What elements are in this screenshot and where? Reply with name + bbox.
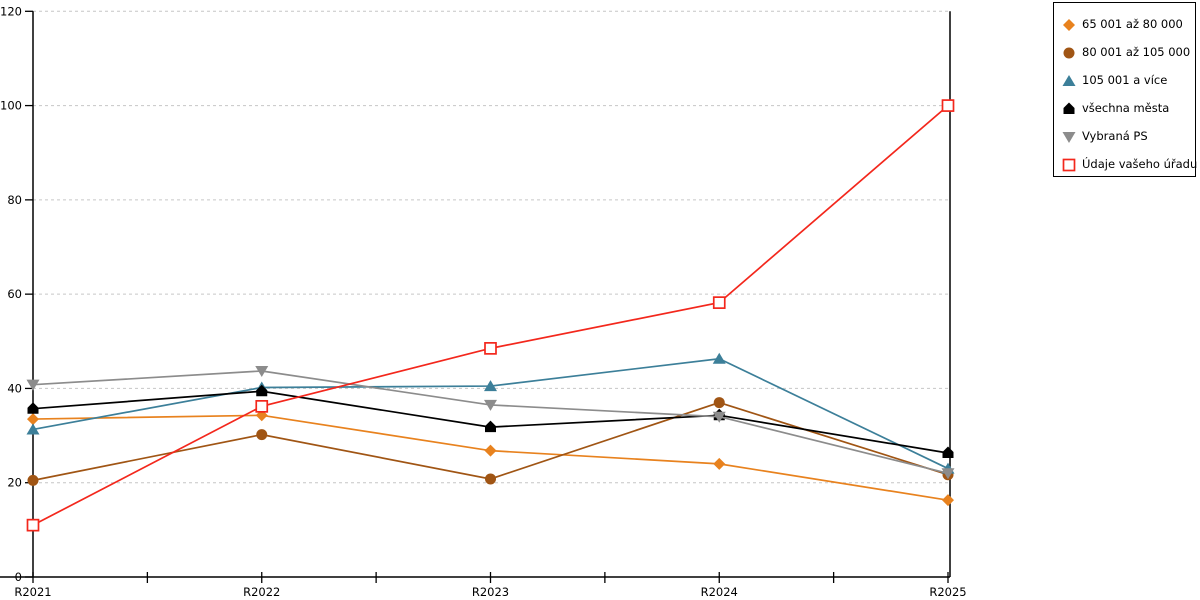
triangle-down-marker-icon: [1062, 129, 1076, 143]
series-line: [32, 104, 949, 526]
y-tick-label: 80: [7, 193, 22, 207]
x-tick-label: R2025: [929, 585, 966, 599]
legend-label: 105 001 a více: [1082, 73, 1168, 87]
legend-label: 65 001 až 80 000: [1082, 17, 1183, 31]
legend-label: Údaje vašeho úřadu: [1082, 157, 1198, 171]
circle-marker-icon: [1062, 45, 1076, 59]
legend-item: 105 001 a více: [1062, 66, 1195, 94]
y-tick-label: 40: [7, 381, 22, 395]
legend-item: 80 001 až 105 000: [1062, 38, 1195, 66]
legend-item: všechna města: [1062, 94, 1195, 122]
pentagon-marker-icon: [1062, 101, 1076, 115]
x-tick-label: R2023: [472, 585, 509, 599]
square-open-marker-icon: [1062, 157, 1076, 172]
x-tick-label: R2024: [701, 585, 738, 599]
y-tick-label: 0: [15, 570, 22, 584]
triangle-up-marker-icon: [1062, 73, 1076, 87]
legend-label: všechna města: [1082, 101, 1170, 115]
legend-item: 65 001 až 80 000: [1062, 10, 1195, 38]
y-tick-label: 20: [7, 476, 22, 490]
legend-label: Vybraná PS: [1082, 129, 1148, 143]
y-tick-label: 60: [7, 287, 22, 301]
y-tick-label: 100: [0, 99, 22, 113]
x-tick-label: R2021: [14, 585, 51, 599]
diamond-marker-icon: [1062, 17, 1076, 31]
series-line: [32, 401, 949, 482]
legend-label: 80 001 až 105 000: [1082, 45, 1191, 59]
x-tick-label: R2022: [243, 585, 280, 599]
legend-item: Vybraná PS: [1062, 122, 1195, 150]
legend: 65 001 až 80 000 80 001 až 105 000 105 0…: [1053, 2, 1198, 178]
legend-item: Údaje vašeho úřadu: [1062, 150, 1198, 178]
y-tick-label: 120: [0, 4, 22, 18]
